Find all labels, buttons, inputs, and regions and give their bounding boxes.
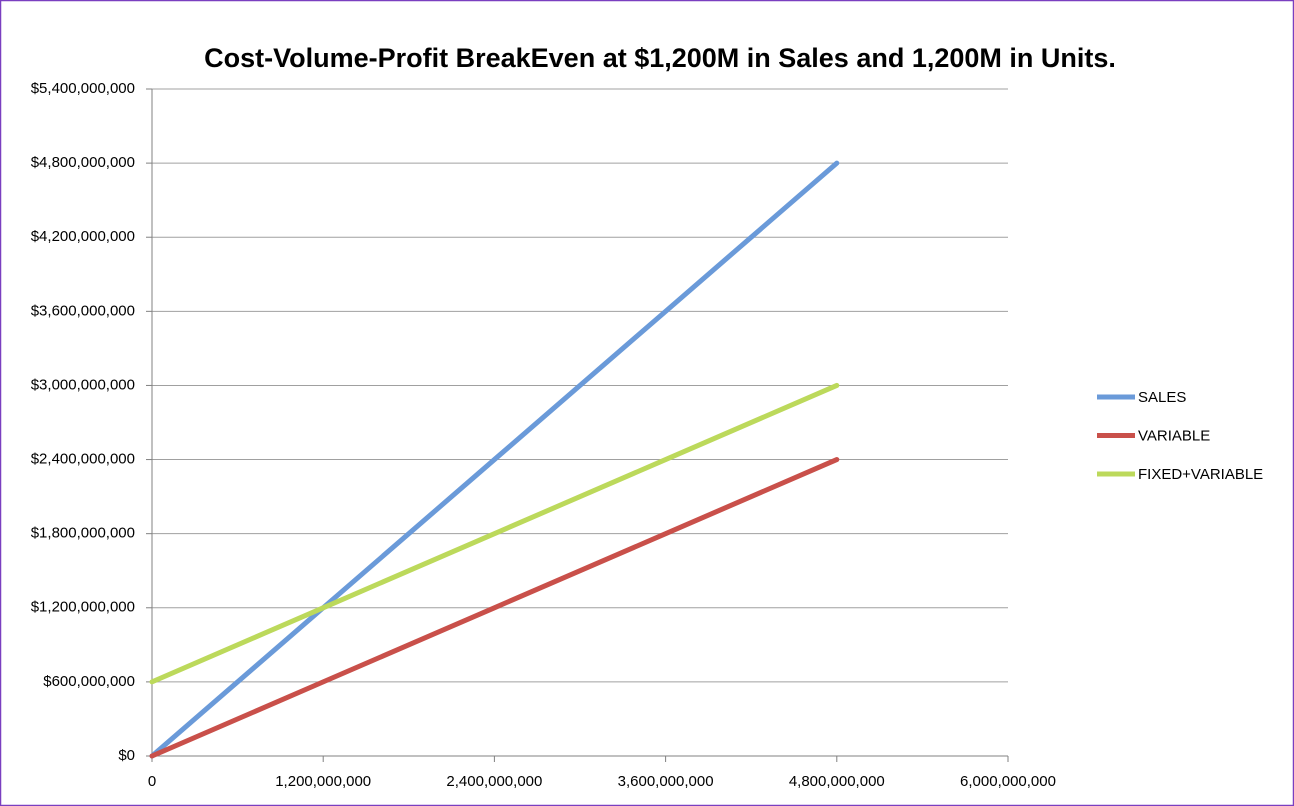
- y-tick-label: $1,200,000,000: [31, 599, 135, 616]
- legend-label: FIXED+VARIABLE: [1138, 466, 1263, 483]
- y-tick-label: $600,000,000: [43, 673, 135, 690]
- y-tick-label: $3,600,000,000: [31, 302, 135, 319]
- y-tick-label: $4,800,000,000: [31, 154, 135, 171]
- chart-title: Cost-Volume-Profit BreakEven at $1,200M …: [204, 43, 1116, 73]
- x-tick-label: 4,800,000,000: [789, 773, 885, 790]
- series-line: [149, 382, 840, 685]
- y-tick-label: $3,000,000,000: [31, 376, 135, 393]
- x-tick-label: 0: [148, 773, 156, 790]
- x-tick-label: 2,400,000,000: [446, 773, 542, 790]
- y-tick-label: $4,200,000,000: [31, 228, 135, 245]
- y-tick-label: $2,400,000,000: [31, 451, 135, 468]
- x-tick-label: 3,600,000,000: [618, 773, 714, 790]
- x-tick-label: 6,000,000,000: [960, 773, 1056, 790]
- series-line: [149, 457, 840, 759]
- legend-label: SALES: [1138, 389, 1186, 406]
- legend-label: VARIABLE: [1138, 427, 1210, 444]
- series-line: [149, 160, 840, 759]
- x-tick-label: 1,200,000,000: [275, 773, 371, 790]
- y-tick-label: $5,400,000,000: [31, 80, 135, 97]
- y-tick-label: $0: [118, 747, 135, 764]
- y-tick-label: $1,800,000,000: [31, 525, 135, 542]
